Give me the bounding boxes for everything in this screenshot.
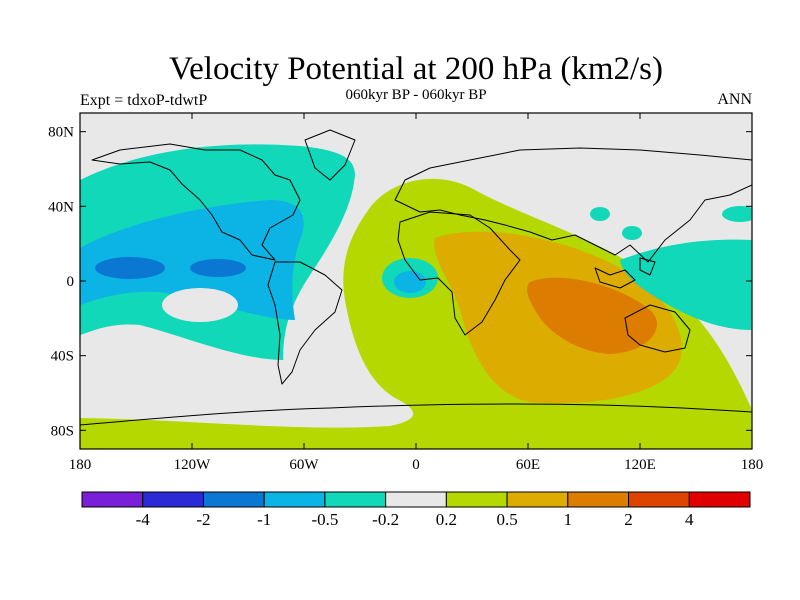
colorbar-swatch bbox=[567, 491, 630, 508]
field-positive-1 bbox=[527, 277, 657, 354]
colorbar-label: -0.5 bbox=[311, 510, 338, 529]
colorbar-swatch bbox=[81, 491, 144, 508]
colorbar-swatch bbox=[142, 491, 204, 508]
colorbar-label: 0.2 bbox=[436, 510, 457, 529]
colorbar-label: 4 bbox=[685, 510, 694, 529]
field-negative-0.2-west-pacific bbox=[620, 239, 752, 330]
lat-tick-label: 80N bbox=[48, 125, 74, 141]
field-negative-patch bbox=[722, 206, 752, 222]
colorbar-label: -1 bbox=[257, 510, 271, 529]
lon-tick-label: 0 bbox=[412, 457, 420, 473]
field-neutral-hole bbox=[162, 288, 238, 322]
coastlines bbox=[80, 129, 752, 426]
contour-field bbox=[80, 113, 752, 449]
lon-tick-label: 180 bbox=[69, 457, 92, 473]
field-negative-1 bbox=[95, 257, 165, 279]
colorbar-swatch bbox=[202, 491, 265, 508]
axis-labels: 80N 40N 0 40S 80S 180 120W 60W 0 60E 120E 180 bbox=[48, 125, 763, 473]
colorbar-label: -0.2 bbox=[372, 510, 399, 529]
axis-ticks bbox=[79, 113, 753, 449]
field-negative-0.5 bbox=[80, 200, 304, 320]
lat-tick-label: 80S bbox=[51, 423, 74, 439]
colorbar-swatch bbox=[628, 491, 690, 508]
colorbar-swatch bbox=[263, 491, 326, 508]
colorbar-label: 2 bbox=[624, 510, 633, 529]
lat-tick-label: 40N bbox=[48, 199, 74, 215]
colorbar-label: -2 bbox=[196, 510, 210, 529]
field-negative-patch bbox=[590, 207, 610, 221]
colorbar-swatch bbox=[688, 491, 751, 508]
colorbar-swatch bbox=[324, 491, 387, 508]
field-negative-1 bbox=[190, 259, 246, 277]
colorbar-label: 1 bbox=[564, 510, 573, 529]
map-subtitle: 060kyr BP - 060kyr BP bbox=[345, 87, 487, 103]
colorbar-swatch bbox=[445, 491, 508, 508]
colorbar-label: -4 bbox=[136, 510, 151, 529]
season-label: ANN bbox=[717, 91, 752, 108]
colorbar: -4 -2 -1 -0.5 -0.2 0.2 0.5 1 2 4 bbox=[81, 491, 751, 529]
field-negative-atlantic-core bbox=[394, 271, 426, 293]
field-negative-patch bbox=[622, 226, 642, 240]
lat-tick-label: 40S bbox=[51, 349, 74, 365]
lon-tick-label: 120E bbox=[624, 457, 656, 473]
colorbar-label: 0.5 bbox=[496, 510, 517, 529]
lon-tick-label: 120W bbox=[174, 457, 212, 473]
lat-tick-label: 0 bbox=[67, 274, 75, 290]
lon-tick-label: 60W bbox=[289, 457, 319, 473]
experiment-label: Expt = tdxoP-tdwtP bbox=[80, 92, 208, 109]
lon-tick-label: 60E bbox=[516, 457, 540, 473]
colorbar-swatch bbox=[385, 491, 447, 508]
lon-tick-label: 180 bbox=[741, 457, 764, 473]
colorbar-swatch bbox=[506, 491, 569, 508]
map-title: Velocity Potential at 200 hPa (km2/s) bbox=[168, 51, 664, 87]
